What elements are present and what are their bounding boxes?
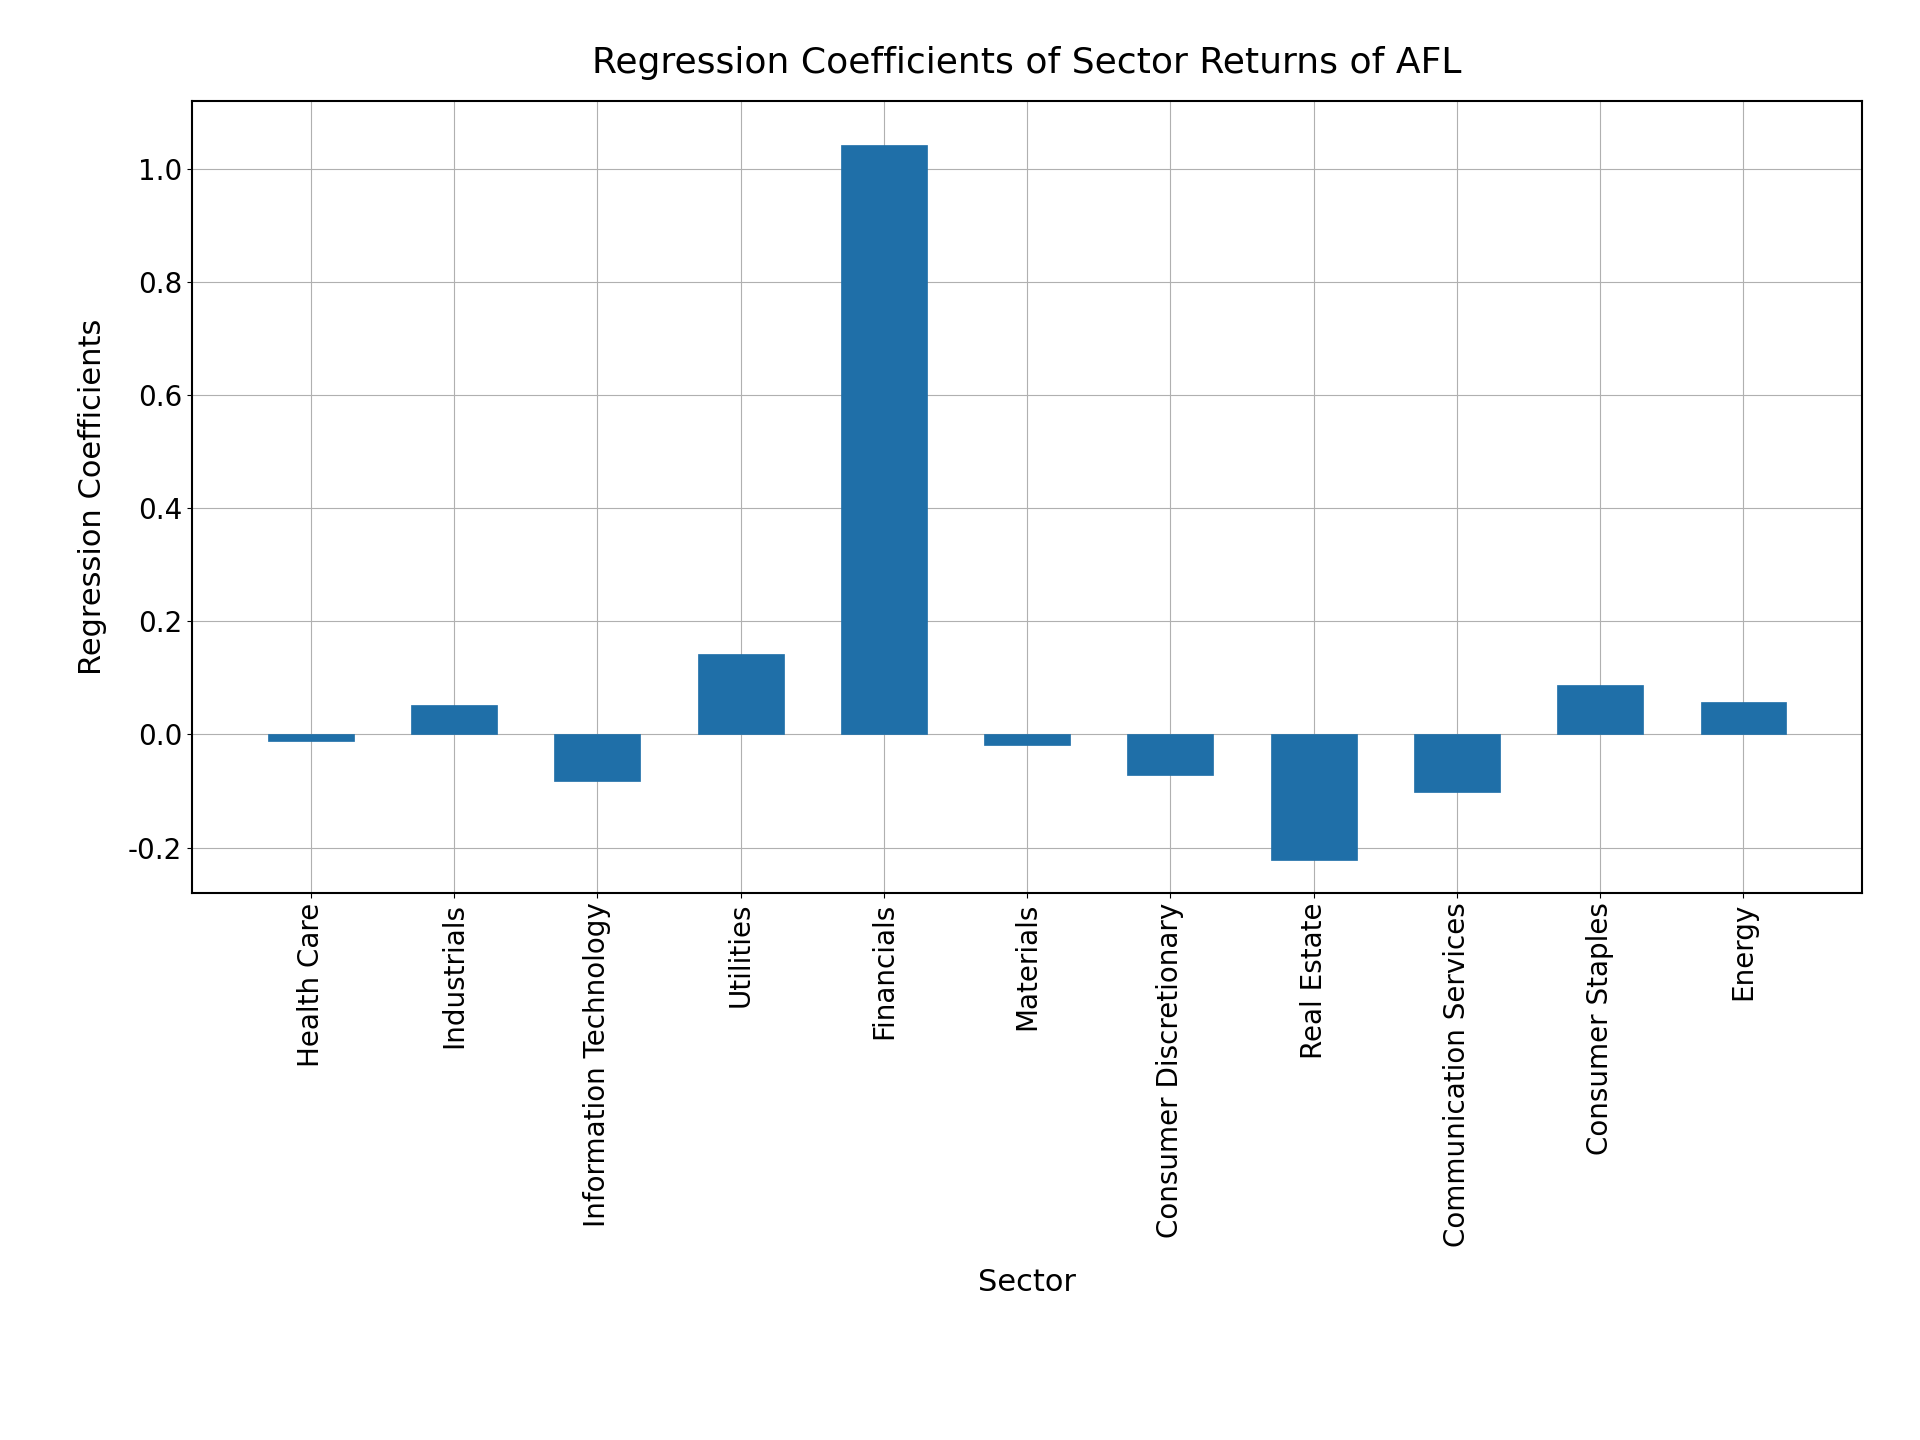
Y-axis label: Regression Coefficients: Regression Coefficients	[79, 318, 108, 675]
Bar	[697, 654, 783, 734]
Bar	[1701, 701, 1786, 734]
Bar	[1127, 734, 1213, 775]
Bar	[269, 734, 353, 742]
Bar	[1557, 684, 1644, 734]
Bar	[411, 706, 497, 734]
Bar	[1413, 734, 1500, 792]
Title: Regression Coefficients of Sector Returns of AFL: Regression Coefficients of Sector Return…	[593, 46, 1461, 81]
X-axis label: Sector: Sector	[977, 1269, 1077, 1297]
Bar	[1271, 734, 1357, 860]
Bar	[841, 145, 927, 734]
Bar	[985, 734, 1069, 744]
Bar	[555, 734, 641, 780]
